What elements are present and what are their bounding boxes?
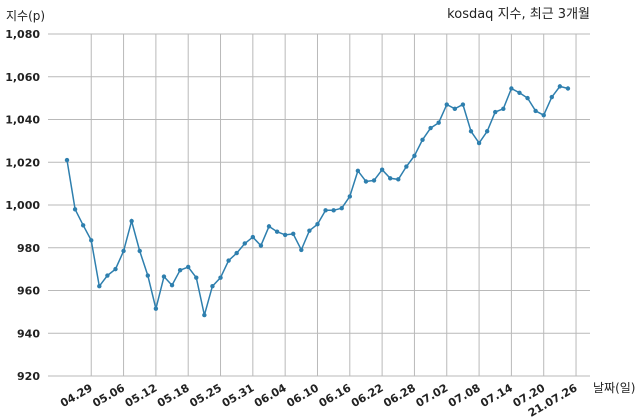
chart-title: kosdaq 지수, 최근 3개월 — [447, 7, 590, 22]
y-tick-label: 960 — [17, 285, 40, 298]
y-gridlines — [48, 33, 590, 377]
data-point — [404, 164, 409, 169]
y-tick-label: 980 — [17, 242, 40, 255]
x-tick-label: 05.31 — [220, 381, 257, 410]
y-tick-label: 1,020 — [5, 156, 40, 169]
y-tick-label: 940 — [17, 327, 40, 340]
data-point — [452, 106, 458, 112]
x-tick-label: 06.22 — [349, 381, 386, 410]
data-point — [565, 86, 571, 91]
data-point — [145, 273, 150, 278]
data-point — [169, 282, 175, 288]
data-point — [250, 234, 256, 240]
x-tick-label: 06.16 — [317, 381, 354, 410]
data-point — [299, 247, 304, 253]
data-point — [339, 206, 344, 211]
data-point — [105, 273, 110, 278]
y-tick-label: 1,040 — [5, 114, 40, 127]
x-tick-label: 06.04 — [252, 381, 289, 410]
x-tick-label: 05.18 — [155, 381, 192, 410]
data-point — [266, 224, 272, 229]
data-point — [307, 228, 312, 233]
data-point — [428, 125, 433, 131]
data-point — [210, 284, 215, 289]
data-point — [379, 167, 385, 172]
data-point — [533, 108, 538, 114]
data-point — [121, 248, 126, 254]
data-point — [525, 95, 530, 101]
data-point — [202, 312, 207, 318]
data-point — [541, 113, 546, 118]
x-tick-label: 05.12 — [123, 381, 160, 410]
data-point — [484, 129, 490, 134]
data-point — [436, 120, 441, 125]
x-tick-label: 07.08 — [446, 381, 483, 410]
y-tick-label: 1,000 — [5, 199, 40, 212]
data-point — [291, 231, 296, 237]
x-tick-label: 05.06 — [90, 381, 127, 410]
data-point — [89, 238, 94, 243]
data-point — [493, 109, 498, 115]
data-point — [420, 137, 425, 143]
x-gridlines — [90, 34, 577, 376]
data-point — [137, 248, 142, 254]
data-point — [113, 266, 118, 272]
data-point — [388, 176, 393, 181]
data-point — [355, 168, 361, 173]
y-tick-label: 1,080 — [5, 28, 40, 41]
x-tick-label: 07.02 — [414, 381, 451, 410]
data-point — [218, 275, 223, 280]
data-point — [549, 94, 554, 100]
x-tick-label: 05.25 — [187, 381, 224, 410]
y-axis-label: 지수(p) — [6, 9, 45, 23]
data-point — [412, 153, 417, 159]
data-point — [315, 222, 320, 227]
data-point — [396, 177, 401, 182]
data-point — [274, 229, 280, 234]
data-point — [347, 194, 352, 199]
data-point — [177, 267, 183, 273]
data-point — [282, 232, 288, 238]
data-point — [64, 157, 70, 163]
data-point — [242, 241, 247, 246]
x-tick-label: 06.10 — [284, 381, 321, 410]
y-tick-labels: 920 940 960 980 1,000 1,020 1,040 1,060 1,080 — [5, 28, 40, 383]
y-tick-label: 920 — [17, 370, 40, 383]
x-tick-labels: 04.2905.0605.1205.1805.2505.3106.0406.10… — [58, 381, 580, 418]
data-point — [129, 218, 134, 224]
x-tick-label: 04.29 — [58, 381, 95, 410]
data-point — [468, 129, 474, 134]
y-tick-label: 1,060 — [5, 71, 40, 84]
data-point — [460, 102, 466, 107]
data-point — [258, 243, 264, 248]
data-point — [72, 207, 78, 212]
x-tick-label: 07.14 — [478, 381, 515, 410]
data-point — [444, 102, 449, 107]
data-point — [331, 208, 336, 213]
data-point — [501, 106, 506, 112]
data-point — [153, 306, 159, 311]
data-point — [557, 84, 563, 89]
data-point — [517, 90, 522, 95]
data-point — [161, 274, 167, 279]
data-point — [234, 250, 239, 256]
x-axis-label: 날짜(일) — [593, 381, 635, 395]
data-point — [371, 178, 377, 183]
data-point — [97, 284, 102, 289]
data-point — [80, 223, 86, 228]
data-point — [509, 86, 514, 91]
data-point — [476, 140, 482, 146]
data-point — [194, 275, 199, 280]
data-point — [186, 264, 191, 270]
data-point — [323, 208, 328, 213]
data-point — [363, 179, 369, 184]
series-points — [64, 84, 571, 318]
x-tick-label: 06.28 — [381, 381, 418, 410]
data-point — [226, 258, 231, 263]
